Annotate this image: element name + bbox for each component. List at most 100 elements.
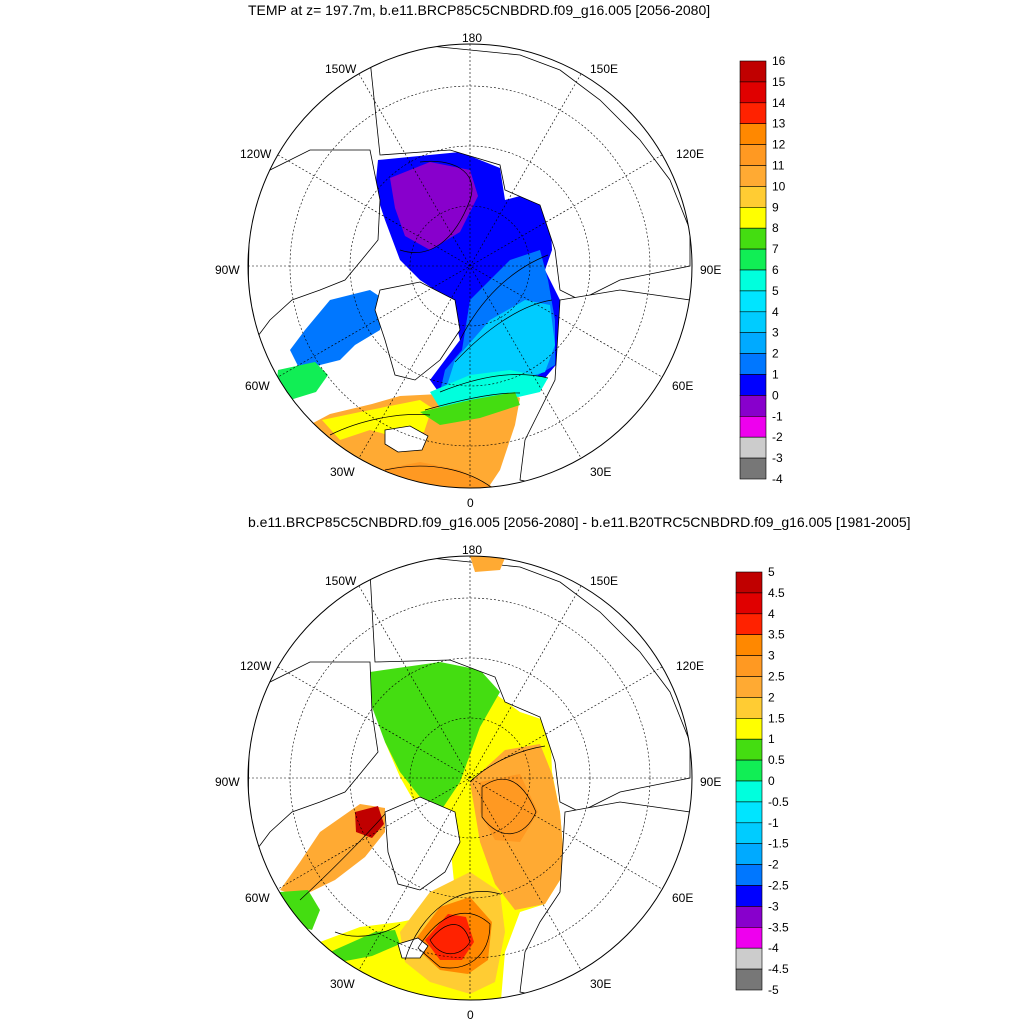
top-lon-label-120e: 120E <box>676 147 704 161</box>
top-colorbar-tick-label: 15 <box>772 75 786 89</box>
top-colorbar-tick-label: 7 <box>772 242 779 256</box>
bottom-map-field <box>248 556 691 1000</box>
bottom-colorbar-tick-label: 2 <box>768 690 775 704</box>
bottom-lon-label-150e: 150E <box>590 574 618 588</box>
bottom-contour-lines <box>299 745 546 969</box>
top-colorbar-swatch <box>739 165 767 187</box>
bottom-map-boundary <box>247 555 693 1001</box>
bottom-baffin-red-core <box>355 806 384 838</box>
top-colorbar-swatch <box>739 457 767 480</box>
bottom-colorbar-tick-label: 4.5 <box>768 586 785 600</box>
bottom-lon-label-60w: 60W <box>245 891 270 905</box>
top-colorbar-tick-label: 6 <box>772 263 779 277</box>
top-lon-label-60e: 60E <box>672 379 693 393</box>
bottom-colorbar-swatch <box>735 655 763 677</box>
top-colorbar-swatch <box>739 144 767 166</box>
top-colorbar-swatch <box>739 248 767 271</box>
bottom-map-title: b.e11.BRCP85C5CNBDRD.f09_g16.005 [2056-2… <box>248 514 911 530</box>
bottom-colorbar-swatch <box>735 738 763 761</box>
top-colorbar-tick-label: 16 <box>772 54 786 68</box>
bottom-colorbar-swatch <box>735 947 763 970</box>
top-colorbar-tick-label: 1 <box>772 368 779 382</box>
bottom-greenland-land <box>384 796 461 891</box>
top-colorbar-tick-label: 11 <box>772 159 785 173</box>
bottom-lon-label-150w: 150W <box>325 574 357 588</box>
bottom-colorbar-swatch <box>735 718 763 740</box>
bottom-colorbar-swatch <box>735 926 763 949</box>
bottom-labrador-green-region <box>278 890 320 930</box>
bottom-colorbar-tick-label: 3 <box>768 649 775 663</box>
bottom-eurasian-basin-core <box>480 774 538 842</box>
top-colorbar-tick-label: -3 <box>772 451 783 465</box>
iceland-land <box>384 425 429 453</box>
bottom-colorbar-swatch <box>735 780 763 803</box>
top-lon-label-0: 0 <box>467 496 474 510</box>
top-colorbar-swatch <box>739 415 767 438</box>
top-colorbar-swatch <box>739 227 767 250</box>
top-colorbar-swatch <box>739 207 767 229</box>
bottom-colorbar-tick-label: 5 <box>768 565 775 579</box>
bottom-lon-label-120e: 120E <box>676 659 704 673</box>
bottom-colorbar-tick-label: -2.5 <box>768 879 789 893</box>
top-colorbar-tick-label: 9 <box>772 200 779 214</box>
labrador-green-region <box>276 362 328 400</box>
top-colorbar-tick-label: 0 <box>772 388 779 402</box>
bottom-colorbar-tick-label: 1.5 <box>768 711 785 725</box>
bottom-colorbar-tick-label: -4 <box>768 941 779 955</box>
bottom-lon-label-30w: 30W <box>330 977 355 991</box>
bottom-nordic-green-band <box>330 930 400 962</box>
bottom-colorbar: 5 4.5 4 3.5 3 2.5 2 1.5 1 0.5 0 -0.5 -1 -1.5 -2 -2.5 -3 -… <box>735 565 789 997</box>
bottom-lon-label-90w: 90W <box>215 775 240 789</box>
top-lon-label-90e: 90E <box>700 263 721 277</box>
bottom-colorbar-tick-label: -3 <box>768 899 779 913</box>
top-colorbar-swatch <box>739 269 767 292</box>
top-lon-label-90w: 90W <box>215 263 240 277</box>
bottom-eurasia-north-land <box>369 556 691 813</box>
bottom-colorbar-swatch <box>735 613 763 636</box>
top-lon-label-150w: 150W <box>325 62 357 76</box>
top-colorbar-tick-label: 8 <box>772 221 779 235</box>
bottom-atlantic-red-core <box>425 914 474 960</box>
top-colorbar-tick-label: -2 <box>772 430 783 444</box>
top-colorbar-tick-label: 2 <box>772 347 779 361</box>
top-colorbar-swatch <box>739 81 767 104</box>
bottom-lon-label-90e: 90E <box>700 775 721 789</box>
bottom-colorbar-tick-label: 4 <box>768 607 775 621</box>
top-lon-label-30e: 30E <box>590 465 611 479</box>
bottom-lon-label-180: 180 <box>462 543 482 557</box>
top-map-title: TEMP at z= 197.7m, b.e11.BRCP85C5CNBDRD.… <box>248 2 711 18</box>
top-colorbar-tick-label: 5 <box>772 284 779 298</box>
bottom-colorbar-swatch <box>735 906 763 928</box>
top-colorbar-swatch <box>739 436 767 459</box>
top-lon-label-180: 180 <box>462 31 482 45</box>
top-map-field <box>248 44 691 488</box>
top-colorbar-swatch <box>739 332 767 354</box>
eurasia-north-land <box>369 44 691 301</box>
bottom-colorbar-tick-label: -4.5 <box>768 962 789 976</box>
top-colorbar-tick-label: 14 <box>772 96 786 110</box>
bottom-colorbar-tick-label: -1.5 <box>768 837 789 851</box>
atlantic-orange-region <box>375 462 495 488</box>
bottom-colorbar-tick-label: 1 <box>768 732 775 746</box>
top-colorbar-swatch <box>739 186 767 208</box>
baffin-blue-region <box>290 290 385 370</box>
bottom-colorbar-swatch <box>735 634 763 656</box>
top-colorbar-tick-label: 4 <box>772 305 779 319</box>
bottom-green-region <box>370 662 500 812</box>
bottom-lon-label-30e: 30E <box>590 977 611 991</box>
top-colorbar-swatch <box>739 353 767 375</box>
top-colorbar-tick-label: 10 <box>772 179 786 193</box>
bottom-lon-label-60e: 60E <box>672 891 693 905</box>
top-colorbar-tick-label: 12 <box>772 138 786 152</box>
bottom-colorbar-tick-label: -0.5 <box>768 795 789 809</box>
top-map: 180 150W 150E 120W 120E 90W 90E 60W 60E … <box>215 31 786 510</box>
bottom-colorbar-swatch <box>735 885 763 907</box>
top-colorbar-tick-label: 3 <box>772 326 779 340</box>
top-colorbar-swatch <box>739 60 767 83</box>
bottom-colorbar-tick-label: 2.5 <box>768 670 785 684</box>
top-colorbar-swatch <box>739 102 767 125</box>
top-map-boundary <box>247 43 693 489</box>
top-colorbar-tick-label: -4 <box>772 472 783 486</box>
bottom-bering-orange-patch <box>470 556 505 572</box>
top-colorbar-swatch <box>739 395 767 417</box>
